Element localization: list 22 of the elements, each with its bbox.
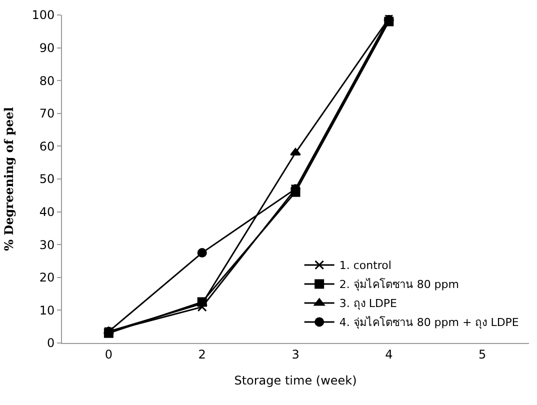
legend-label: 2. จุ่มไคโตซาน 80 ppm xyxy=(339,277,459,292)
x-tick-label: 4 xyxy=(385,347,393,362)
x-tick-label: 3 xyxy=(292,347,300,362)
x-tick-label: 0 xyxy=(104,347,113,362)
x-tick-label: 5 xyxy=(478,347,486,362)
x-axis-title: Storage time (week) xyxy=(234,373,357,388)
y-tick-label: 20 xyxy=(39,270,55,285)
y-tick-label: 10 xyxy=(39,303,55,318)
x-tick-label: 2 xyxy=(198,347,206,362)
y-tick-label: 70 xyxy=(39,106,55,121)
y-tick-label: 40 xyxy=(39,205,55,219)
y-tick-label: 30 xyxy=(39,238,55,252)
legend-label: 3. ถุง LDPE xyxy=(339,297,398,310)
y-axis-title: % Degreening of peel xyxy=(2,106,16,251)
y-tick-label: 80 xyxy=(39,74,55,88)
y-tick-label: 90 xyxy=(39,41,55,55)
legend-label: 4. จุ่มไคโตซาน 80 ppm + ถุง LDPE xyxy=(339,315,519,330)
y-tick-label: 50 xyxy=(39,172,55,186)
y-tick-label: 60 xyxy=(39,139,55,154)
legend-label: 1. control xyxy=(339,259,392,272)
y-tick-label: 0 xyxy=(46,336,55,350)
y-tick-label: 100 xyxy=(32,8,55,22)
